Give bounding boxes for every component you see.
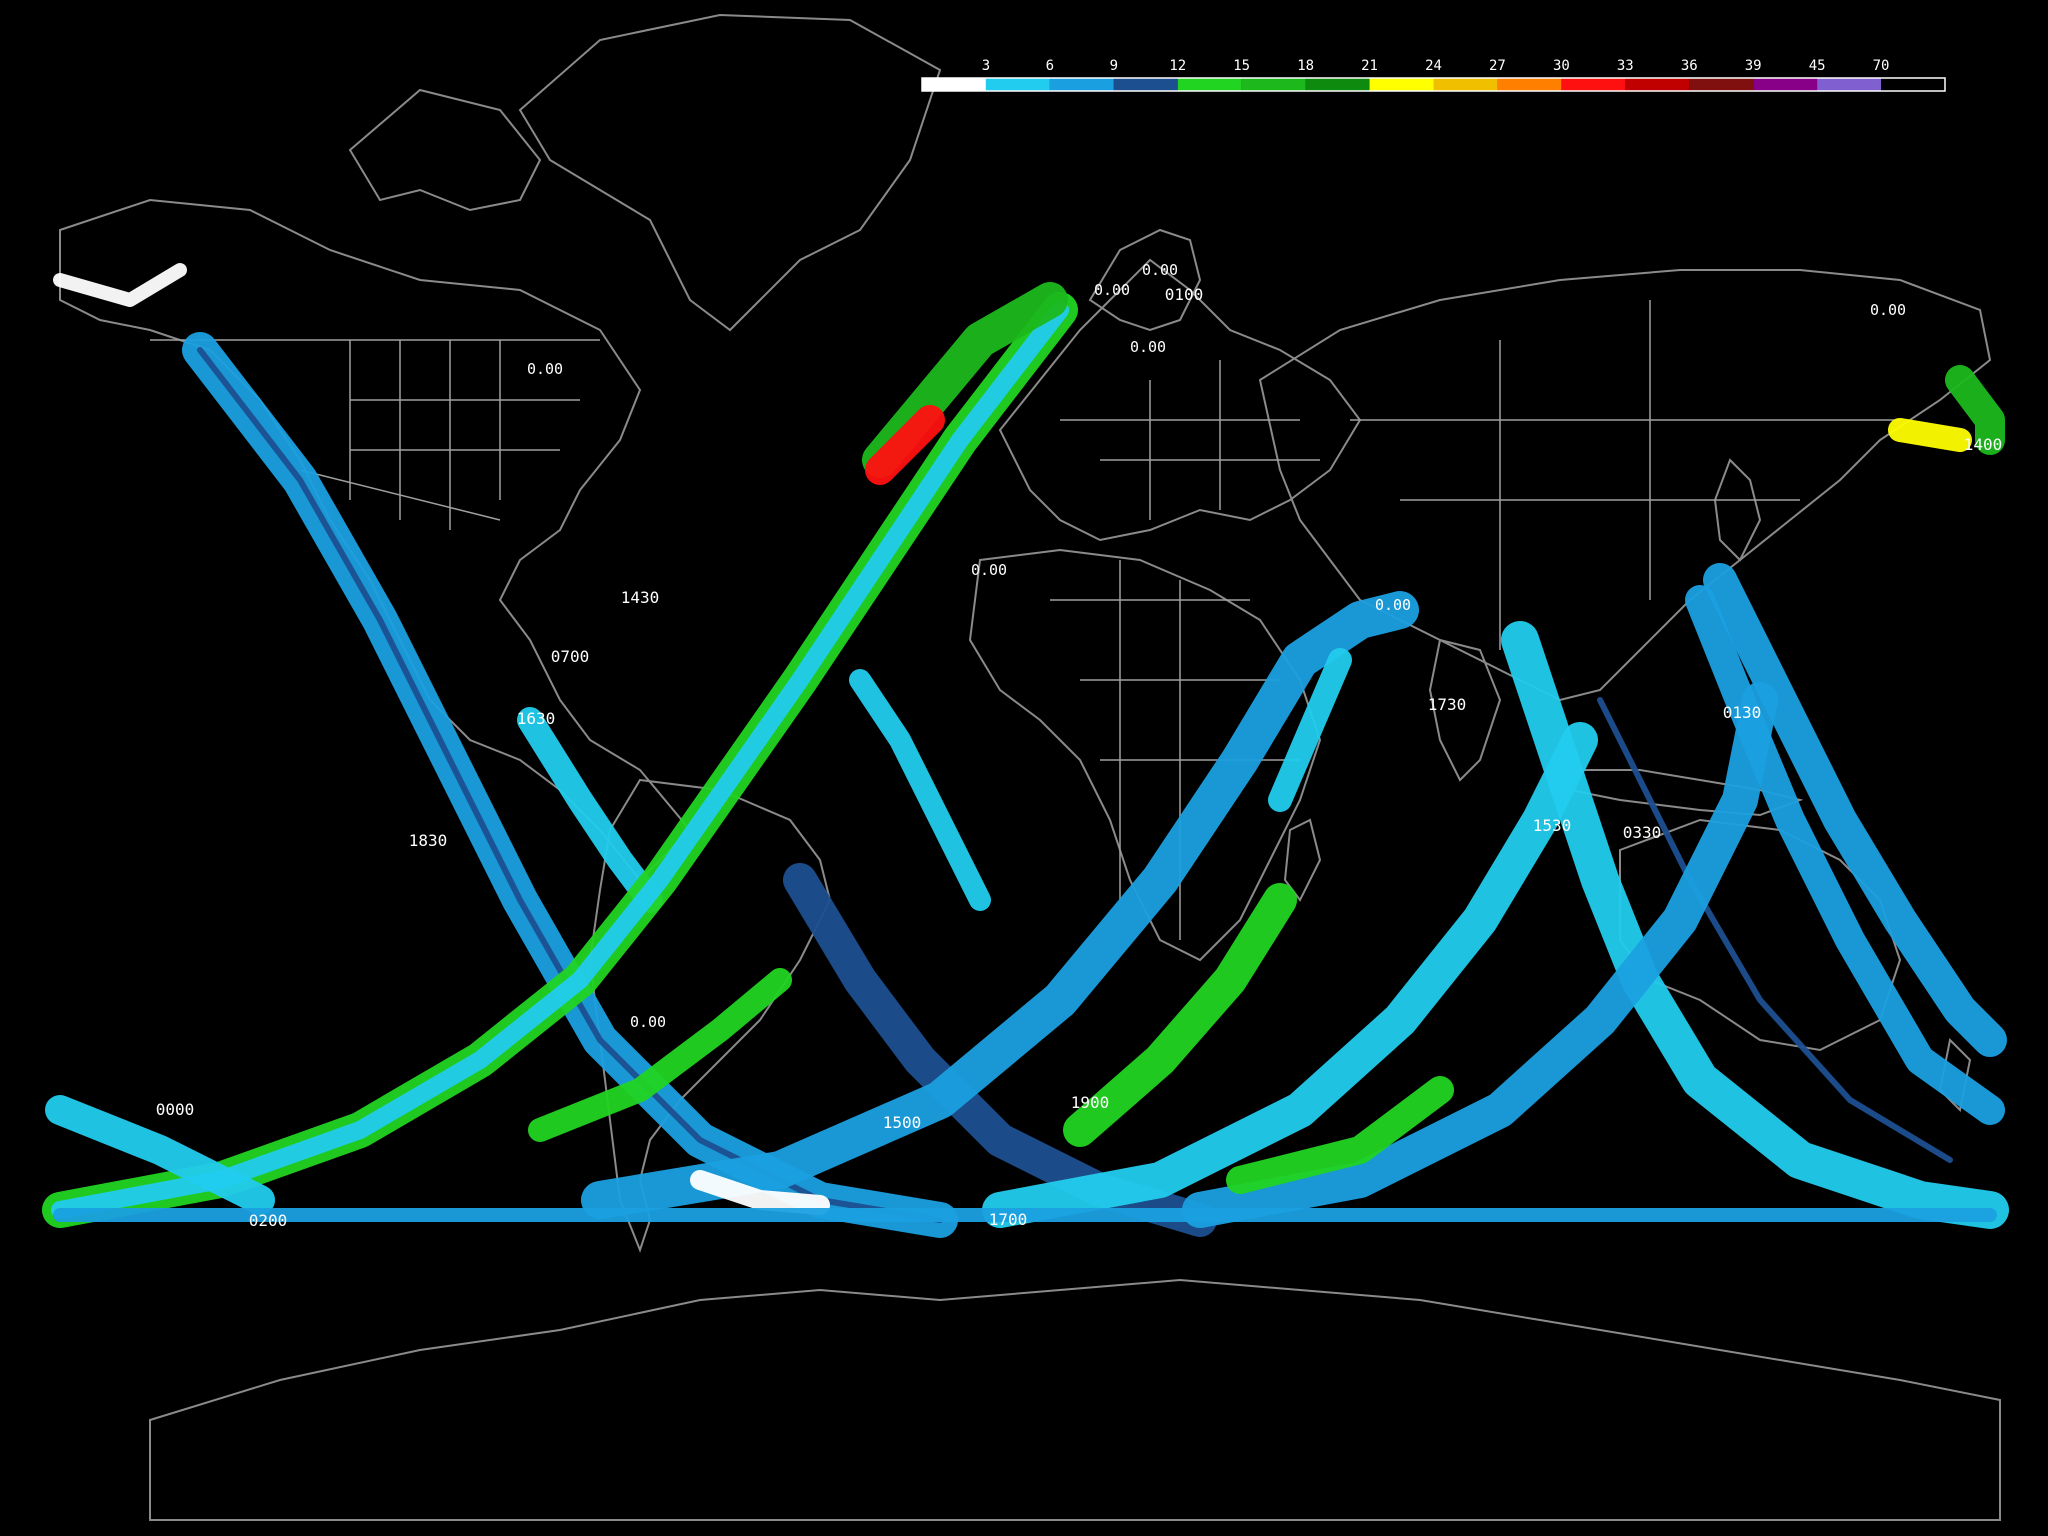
orbit-time-label: 0130: [1723, 703, 1762, 722]
coastline-scandinavia: [1088, 228, 1202, 332]
satellite-swath: [53, 263, 187, 307]
value-label: 0.00: [1142, 261, 1178, 279]
orbit-time-label: 1830: [409, 831, 448, 850]
coastline-india: [1428, 638, 1502, 782]
value-labels: 0.00 0.00 0.00 0.00 0.00 0.00 0.00 0.00: [527, 261, 1906, 1031]
orbit-time-labels: 0000 0100 0130 0200 0330 0700 1400 1430 1500 1530…: [156, 285, 2003, 1230]
satellite-swath: [528, 968, 792, 1142]
colorbar-bin: [1817, 78, 1882, 91]
colorbar-bin: [1625, 78, 1690, 91]
colorbar-bin: [1177, 78, 1242, 91]
orbit-time-label: 0000: [156, 1100, 195, 1119]
satellite-swath: [1685, 585, 2005, 1125]
satellite-swath: [865, 405, 945, 485]
colorbar-legend: 3 6 9 12 15 18 21 24 27 30 33 36 39 45 70: [921, 58, 1946, 92]
satellite-swath: [581, 591, 1419, 1219]
colorbar-tick-label: 24: [1425, 58, 1442, 74]
colorbar-tick-label: 45: [1809, 58, 1826, 74]
satellite-swath: [51, 301, 1069, 1219]
satellite-swath: [1063, 883, 1297, 1147]
orbit-time-label: 1400: [1964, 435, 2003, 454]
orbit-time-label: 1700: [989, 1210, 1028, 1229]
satellite-swath: [1226, 1076, 1454, 1194]
satellite-swath: [982, 722, 1598, 1228]
value-label: 0.00: [1870, 301, 1906, 319]
value-label: 0.00: [527, 360, 563, 378]
satellite-swath: [1597, 697, 1953, 1163]
colorbar-tick-label: 3: [982, 58, 990, 74]
satellite-swath: [690, 1170, 830, 1215]
orbit-time-label: 1630: [517, 709, 556, 728]
colorbar-bin: [1433, 78, 1498, 91]
border-asia-grid: [1350, 300, 1900, 650]
satellite-swath: [1945, 365, 2005, 455]
colorbar-tick-label: 70: [1873, 58, 1890, 74]
value-label: 0.00: [1375, 596, 1411, 614]
orbit-time-label: 0700: [551, 647, 590, 666]
colorbar-bin: [1497, 78, 1562, 91]
coastline-greenland: [518, 13, 942, 332]
orbit-time-label: 1900: [1071, 1093, 1110, 1112]
orbit-time-label: 1730: [1428, 695, 1467, 714]
colorbar-tick-label: 39: [1745, 58, 1762, 74]
political-borders: [150, 300, 1900, 940]
orbit-time-label: 0100: [1165, 285, 1204, 304]
orbit-time-label: 0200: [249, 1211, 288, 1230]
orbit-time-label: 1530: [1533, 816, 1572, 835]
orbit-time-label: 1500: [883, 1113, 922, 1132]
coastline-madagascar: [1283, 818, 1322, 902]
colorbar-frame: [921, 77, 1946, 92]
orbit-time-label: 0330: [1623, 823, 1662, 842]
colorbar-tick-label: 33: [1617, 58, 1634, 74]
colorbar-tick-label: 9: [1110, 58, 1118, 74]
colorbar-bin: [985, 78, 1050, 91]
value-label: 0.00: [630, 1013, 666, 1031]
landmasses: [59, 13, 2001, 1521]
colorbar-tick-label: 15: [1233, 58, 1250, 74]
coastline-africa: [968, 548, 1322, 962]
colorbar-bin: [1305, 78, 1370, 91]
colorbar-tick-label: 21: [1361, 58, 1378, 74]
colorbar-bin: [1049, 78, 1114, 91]
border-europe-grid: [1060, 360, 1320, 520]
satellite-swath: [1182, 682, 1778, 1228]
colorbar-bin: [1881, 78, 1945, 91]
satellite-swath: [517, 707, 663, 913]
colorbar-bin: [1561, 78, 1626, 91]
value-label: 0.00: [1130, 338, 1166, 356]
coastline-japan: [1713, 458, 1762, 562]
colorbar-bin: [1369, 78, 1434, 91]
colorbar-bin: [1689, 78, 1754, 91]
colorbar-bin: [1753, 78, 1818, 91]
colorbar-bin: [1113, 78, 1178, 91]
value-label: 0.00: [1094, 281, 1130, 299]
satellite-swaths: [42, 263, 2009, 1238]
coastline-antarctica: [149, 1278, 2001, 1521]
colorbar-tick-label: 6: [1046, 58, 1054, 74]
satellite-swath: [849, 669, 991, 911]
colorbar-tick-label: 12: [1169, 58, 1186, 74]
colorbar-bin: [1241, 78, 1306, 91]
colorbar-tick-label: 30: [1553, 58, 1570, 74]
border-africa-grid: [1050, 560, 1300, 940]
colorbar-tick-label: 18: [1297, 58, 1314, 74]
satellite-swath: [1703, 563, 2007, 1057]
colorbar-tick-label: 27: [1489, 58, 1506, 74]
satellite-swath: [1268, 648, 1352, 812]
colorbar-tick-label: 36: [1681, 58, 1698, 74]
satellite-swath: [45, 1095, 275, 1215]
colorbar-bin: [922, 78, 986, 91]
coastline-north-america: [59, 198, 692, 882]
orbit-time-label: 1430: [621, 588, 660, 607]
satellite-swath: [1888, 418, 1972, 452]
coastline-arctic-canada: [348, 88, 542, 212]
border-us-state-grid: [349, 340, 580, 530]
value-label: 0.00: [971, 561, 1007, 579]
